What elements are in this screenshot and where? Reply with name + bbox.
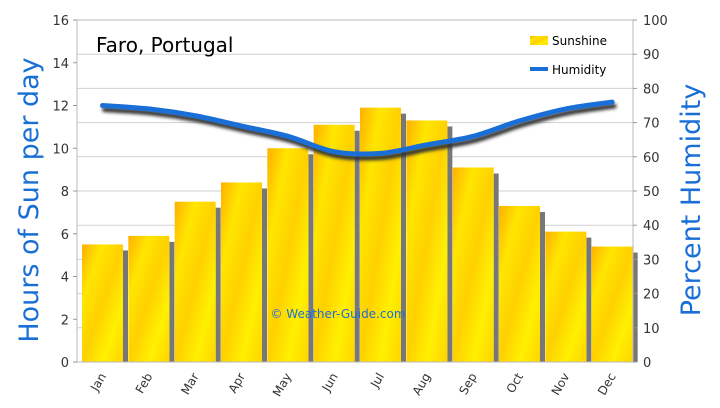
x-tick-label: Mar	[178, 370, 201, 397]
legend-label-sunshine: Sunshine	[552, 34, 607, 48]
sunshine-bar	[452, 167, 494, 362]
x-tick-label: Apr	[226, 370, 249, 395]
y2-tick-label: 100	[643, 14, 668, 29]
bar-shadow	[632, 252, 638, 362]
sunshine-bars	[82, 107, 638, 363]
x-tick-label: Feb	[133, 371, 156, 396]
sunshine-bar	[221, 182, 262, 362]
sunshine-bar	[174, 201, 216, 362]
bar-shadow	[540, 211, 545, 362]
bar-shadow	[169, 241, 175, 362]
bar-shadow	[493, 173, 499, 362]
sunshine-bar	[406, 120, 448, 363]
legend-swatch-sunshine	[530, 36, 548, 45]
humidity-line	[100, 99, 617, 161]
left-axis-ticks: 0 2 4 6 8 10 12 14 16	[52, 14, 77, 371]
y2-tick-label: 40	[643, 219, 660, 234]
sunshine-bar	[499, 205, 540, 362]
x-tick-label: Nov	[549, 371, 573, 398]
y2-axis-title: Percent Humidity	[676, 84, 707, 317]
y2-tick-label: 10	[643, 322, 660, 337]
x-tick-label: May	[270, 371, 295, 399]
y-tick-label: 2	[61, 313, 69, 328]
x-tick-label: Sep	[456, 371, 479, 398]
humidity-line-shadow	[102, 103, 617, 161]
x-axis-ticks: Jan Feb Mar Apr May Jun Jul Aug Sep Oct Nov Dec	[87, 370, 619, 399]
bar-shadow	[123, 250, 128, 362]
x-tick-label: Oct	[504, 370, 527, 395]
y-axis-title: Hours of Sun per day	[14, 57, 45, 342]
y2-tick-label: 60	[643, 151, 660, 166]
y2-tick-label: 30	[643, 253, 660, 268]
y-tick-label: 14	[52, 57, 69, 72]
x-tick-label: Aug	[410, 371, 434, 398]
bar-shadow	[354, 130, 360, 362]
y-tick-label: 12	[52, 100, 69, 115]
y-tick-label: 0	[61, 356, 69, 371]
bar-shadow	[308, 154, 314, 362]
watermark: © Weather-Guide.com	[270, 307, 405, 321]
right-axis-ticks: 0 10 20 30 40 50 60 70 80 90 100	[633, 14, 668, 371]
legend: Sunshine Humidity	[530, 34, 607, 77]
sunshine-bar	[267, 148, 309, 362]
y2-tick-label: 50	[643, 185, 660, 200]
y-tick-label: 10	[52, 142, 69, 157]
sunshine-bar	[360, 107, 401, 362]
y2-tick-label: 0	[643, 356, 651, 371]
chart-title: Faro, Portugal	[96, 33, 234, 57]
legend-label-humidity: Humidity	[552, 63, 606, 77]
x-tick-label: Jul	[367, 371, 387, 391]
y2-tick-label: 70	[643, 117, 660, 132]
sunshine-bar	[591, 246, 633, 362]
bar-shadow	[586, 237, 592, 362]
humidity-line-path	[100, 99, 615, 157]
y2-tick-label: 20	[643, 288, 660, 303]
bar-shadow	[401, 113, 406, 362]
y-tick-label: 16	[52, 14, 69, 29]
bar-shadow	[447, 126, 453, 363]
bar-shadow	[215, 207, 221, 362]
y-tick-label: 4	[61, 271, 69, 286]
y-tick-label: 8	[61, 185, 69, 200]
sunshine-bar	[128, 235, 170, 362]
x-tick-label: Dec	[595, 371, 619, 398]
y2-tick-label: 80	[643, 82, 660, 97]
x-tick-label: Jan	[87, 371, 109, 395]
sunshine-bar	[82, 244, 123, 362]
bar-shadow	[262, 188, 267, 362]
y-tick-label: 6	[61, 228, 69, 243]
x-tick-label: Jun	[319, 371, 341, 395]
sunshine-bar	[545, 231, 587, 362]
y2-tick-label: 90	[643, 48, 660, 63]
sunshine-bar	[313, 124, 355, 362]
